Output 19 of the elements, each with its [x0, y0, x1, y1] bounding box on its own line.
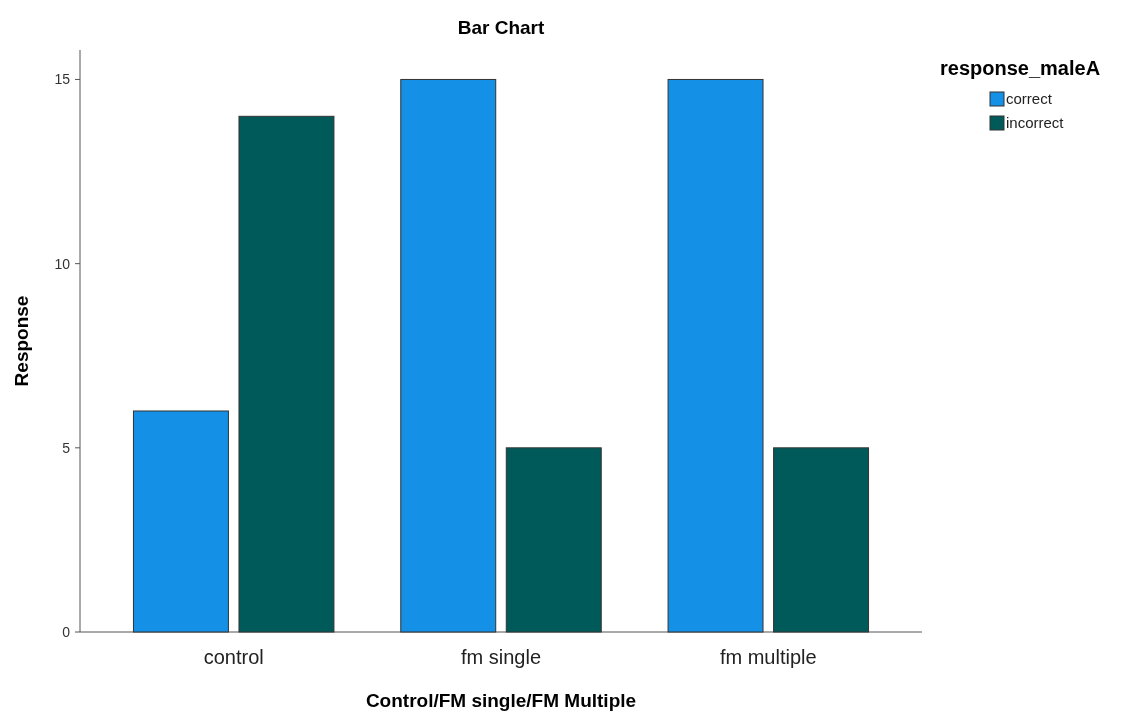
x-tick-label: control [203, 646, 264, 668]
bar [238, 115, 335, 633]
y-tick-label: 5 [62, 439, 71, 456]
bar [667, 78, 764, 633]
y-tick-label: 15 [54, 71, 71, 88]
legend-title: response_maleA [940, 57, 1101, 79]
bar [505, 447, 602, 633]
chart-title: Bar Chart [457, 17, 545, 38]
legend-label: correct [1006, 90, 1053, 108]
y-tick-label: 10 [54, 255, 71, 272]
y-tick-label: 0 [62, 623, 71, 640]
legend-label: incorrect [1006, 114, 1065, 132]
bar [400, 78, 497, 633]
x-tick-label: fm multiple [719, 646, 817, 668]
x-tick-label: fm single [460, 646, 542, 668]
x-axis-title: Control/FM single/FM Multiple [365, 690, 637, 711]
y-axis-title: Response [11, 295, 32, 387]
bar [773, 447, 870, 633]
bar [132, 410, 229, 633]
